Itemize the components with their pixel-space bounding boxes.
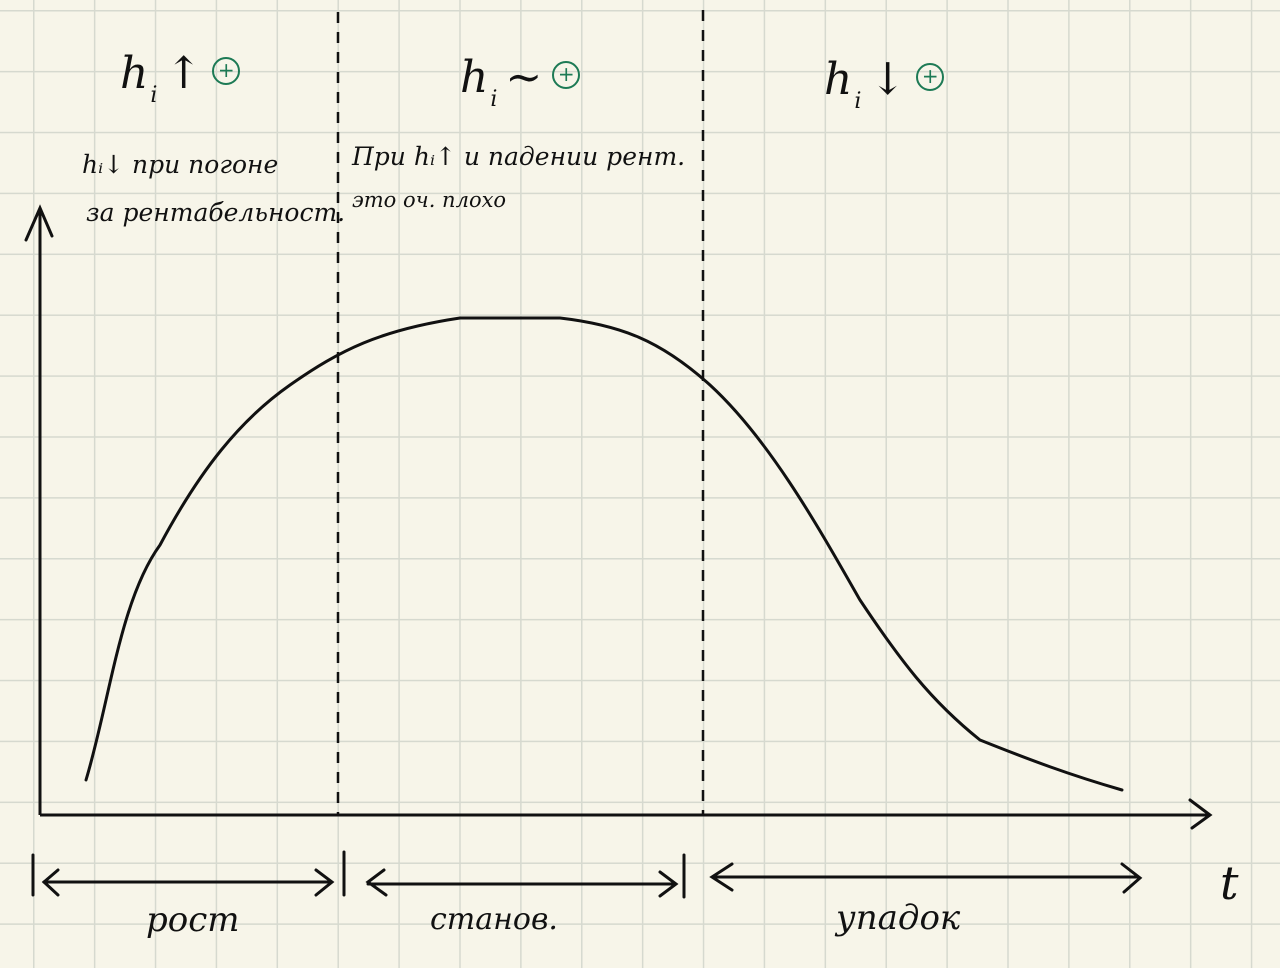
plus-circle-icon: +: [552, 60, 581, 89]
down-arrow-icon: ↓: [869, 54, 907, 105]
span-arrow-decline: [709, 862, 1143, 894]
h-index: i: [150, 83, 158, 108]
phase-title-stabilization: hi ~ +: [460, 52, 581, 112]
h-symbol: h: [120, 48, 149, 99]
phase-label-decline: упадок: [836, 898, 961, 938]
h-symbol: h: [460, 52, 489, 103]
x-axis-arrowhead: [1188, 798, 1213, 830]
h-index: i: [854, 89, 862, 114]
up-arrow-icon: ↑: [165, 48, 203, 99]
plus-circle-icon: +: [212, 56, 241, 85]
phase-title-decline: hi ↓ +: [824, 54, 945, 114]
phase-label-stabilization: станов.: [430, 902, 558, 937]
x-axis-label: t: [1220, 856, 1239, 910]
note-left-line2: за рентабельност.: [86, 198, 346, 227]
h-index: i: [490, 87, 498, 112]
plus-circle-icon: +: [916, 62, 945, 91]
phase-title-growth: hi ↑ +: [120, 48, 241, 108]
note-middle-line1: При hᵢ↑ и падении рент.: [352, 142, 686, 171]
lifecycle-curve: [84, 316, 1124, 792]
tilde-icon: ~: [505, 52, 543, 103]
span-arrow-growth: [31, 853, 335, 897]
h-symbol: h: [824, 54, 853, 105]
y-axis-arrowhead: [24, 204, 54, 242]
span-arrow-stabilization: [342, 850, 686, 899]
phase-label-growth: рост: [146, 900, 240, 940]
note-left-line1: hᵢ↓ при погоне: [82, 150, 279, 179]
note-middle-line2: это оч. плохо: [352, 188, 507, 212]
